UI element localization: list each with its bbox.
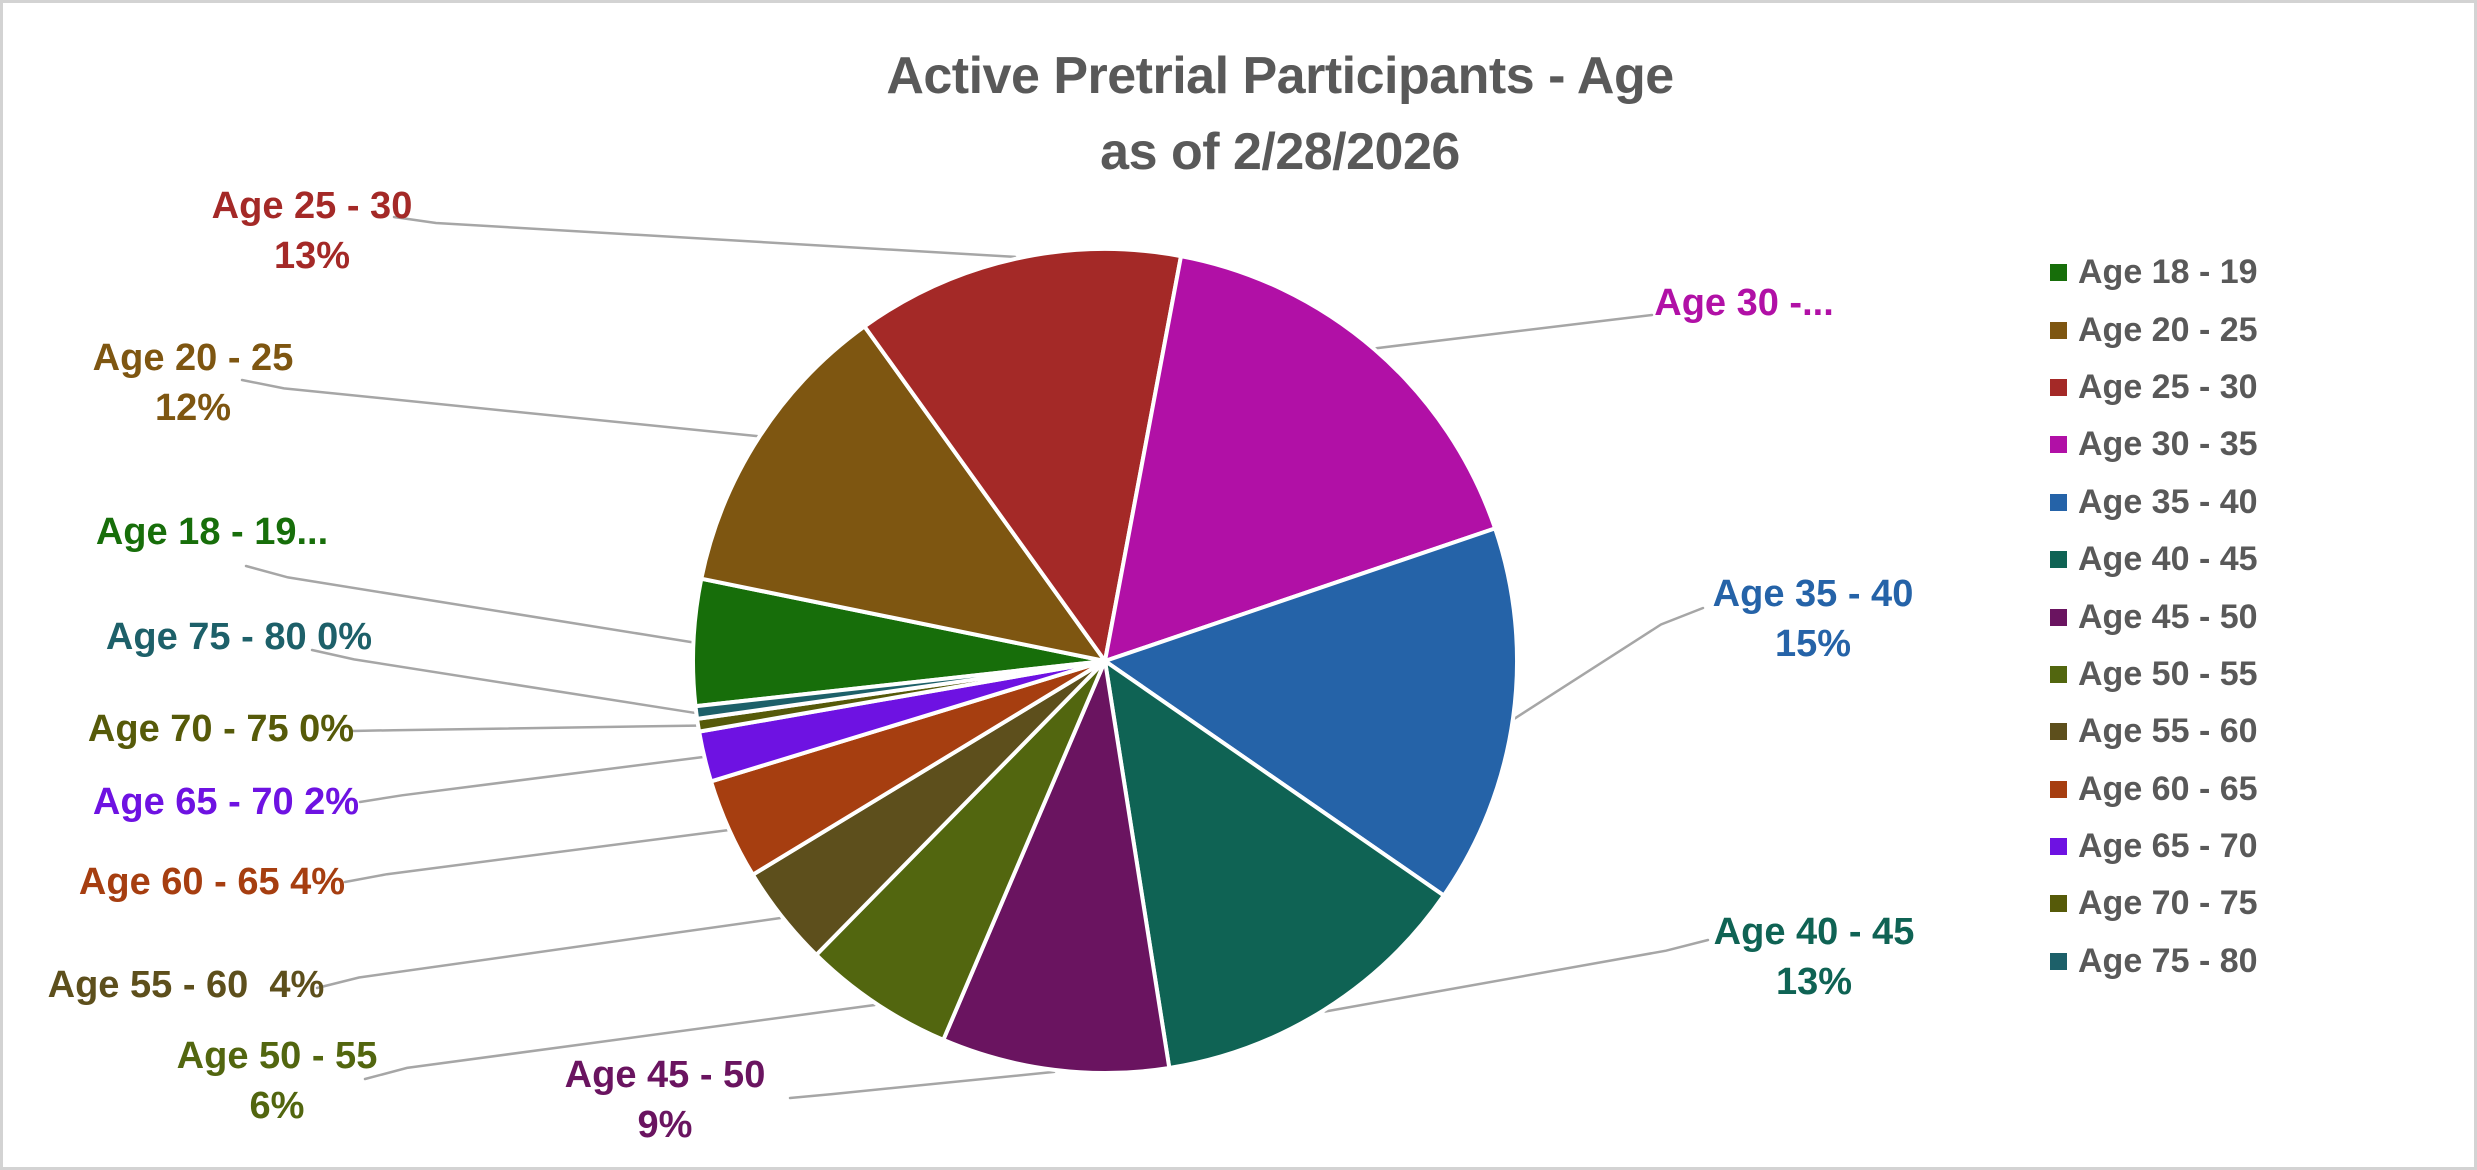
legend-swatch-icon bbox=[2050, 321, 2067, 339]
legend-label: Age 20 - 25 bbox=[2078, 310, 2258, 349]
legend-swatch-icon bbox=[2050, 665, 2067, 683]
leader-line-age-70-75 bbox=[350, 724, 698, 733]
callout-age-75-80[interactable]: Age 75 - 80 0% bbox=[106, 612, 372, 662]
legend-item-age-25-30[interactable]: Age 25 - 30 bbox=[2050, 359, 2258, 416]
legend-label: Age 55 - 60 bbox=[2078, 712, 2258, 751]
legend-item-age-70-75[interactable]: Age 70 - 75 bbox=[2050, 875, 2258, 932]
legend-label: Age 50 - 55 bbox=[2078, 654, 2258, 693]
callout-line: Age 60 - 65 4% bbox=[78, 861, 346, 903]
callout-line: Age 55 - 60 4% bbox=[47, 964, 325, 1006]
callout-line: Age 50 - 55 bbox=[176, 1035, 378, 1077]
callout-age-65-70[interactable]: Age 65 - 70 2% bbox=[93, 777, 359, 827]
callout-age-45-50[interactable]: Age 45 - 50 9% bbox=[565, 1050, 766, 1150]
callout-age-50-55[interactable]: Age 50 - 55 6% bbox=[177, 1031, 378, 1131]
callout-line: 13% bbox=[1775, 961, 1853, 1003]
leader-line-age-25-30 bbox=[392, 215, 1017, 259]
callout-line: Age 20 - 25 bbox=[92, 337, 294, 379]
callout-line: Age 25 - 30 bbox=[211, 185, 413, 227]
callout-age-35-40[interactable]: Age 35 - 40 15% bbox=[1713, 569, 1914, 669]
callout-line: Age 30 -... bbox=[1654, 282, 1834, 324]
chart-title-line2: as of 2/28/2026 bbox=[1100, 123, 1460, 181]
leader-line-age-45-50 bbox=[788, 1070, 1056, 1100]
callout-line: Age 40 - 45 bbox=[1713, 911, 1915, 953]
legend-swatch-icon bbox=[2050, 551, 2067, 569]
legend-item-age-35-40[interactable]: Age 35 - 40 bbox=[2050, 474, 2258, 531]
callout-line: Age 35 - 40 bbox=[1712, 573, 1914, 615]
callout-age-18-19[interactable]: Age 18 - 19... bbox=[96, 507, 328, 557]
callout-age-60-65[interactable]: Age 60 - 65 4% bbox=[79, 857, 345, 907]
legend-label: Age 30 - 35 bbox=[2078, 425, 2258, 464]
legend-swatch-icon bbox=[2050, 723, 2067, 741]
callout-age-30-35[interactable]: Age 30 -... bbox=[1654, 278, 1834, 328]
pie-slice-age-45-50[interactable] bbox=[940, 653, 1172, 1076]
callout-line: Age 70 - 75 0% bbox=[87, 708, 355, 750]
callout-age-40-45[interactable]: Age 40 - 45 13% bbox=[1714, 907, 1915, 1007]
legend-item-age-20-25[interactable]: Age 20 - 25 bbox=[2050, 301, 2258, 358]
legend-item-age-75-80[interactable]: Age 75 - 80 bbox=[2050, 933, 2258, 990]
legend-item-age-60-65[interactable]: Age 60 - 65 bbox=[2050, 761, 2258, 818]
callout-line: Age 18 - 19... bbox=[95, 511, 329, 553]
legend-item-age-18-19[interactable]: Age 18 - 19 bbox=[2050, 244, 2258, 301]
pie-slice-age-50-55[interactable] bbox=[813, 659, 1107, 1043]
pie-slice-age-20-25[interactable] bbox=[698, 323, 1110, 664]
legend-swatch-icon bbox=[2050, 780, 2067, 798]
legend-item-age-40-45[interactable]: Age 40 - 45 bbox=[2050, 531, 2258, 588]
legend-swatch-icon bbox=[2050, 608, 2067, 626]
pie-slice-age-40-45[interactable] bbox=[1102, 656, 1447, 1071]
legend-item-age-55-60[interactable]: Age 55 - 60 bbox=[2050, 703, 2258, 760]
pie-slice-age-35-40[interactable] bbox=[1100, 525, 1520, 899]
callout-line: 15% bbox=[1774, 623, 1852, 665]
pie-slice-age-75-80[interactable] bbox=[693, 659, 1106, 722]
legend-swatch-icon bbox=[2050, 895, 2067, 913]
legend-label: Age 70 - 75 bbox=[2078, 884, 2258, 923]
callout-age-25-30[interactable]: Age 25 - 30 13% bbox=[212, 181, 413, 281]
leader-line-age-55-60 bbox=[315, 916, 782, 990]
leader-line-age-40-45 bbox=[1324, 938, 1710, 1013]
callout-line: Age 45 - 50 bbox=[564, 1054, 766, 1096]
legend-item-age-45-50[interactable]: Age 45 - 50 bbox=[2050, 588, 2258, 645]
legend-label: Age 65 - 70 bbox=[2078, 827, 2258, 866]
callout-line: Age 75 - 80 0% bbox=[105, 616, 373, 658]
leader-line-age-75-80 bbox=[310, 648, 696, 715]
callout-age-55-60[interactable]: Age 55 - 60 4% bbox=[48, 960, 325, 1010]
chart-title: Active Pretrial Participants - Age as of… bbox=[886, 38, 1674, 190]
callout-line: 6% bbox=[249, 1085, 305, 1127]
chart-title-line1: Active Pretrial Participants - Age bbox=[886, 47, 1674, 105]
legend-label: Age 60 - 65 bbox=[2078, 769, 2258, 808]
legend-item-age-65-70[interactable]: Age 65 - 70 bbox=[2050, 818, 2258, 875]
legend-swatch-icon bbox=[2050, 436, 2067, 454]
leader-line-age-65-70 bbox=[358, 755, 704, 804]
callout-age-70-75[interactable]: Age 70 - 75 0% bbox=[88, 704, 354, 754]
legend-item-age-50-55[interactable]: Age 50 - 55 bbox=[2050, 646, 2258, 703]
leader-line-age-20-25 bbox=[240, 378, 759, 438]
pie-slice-age-25-30[interactable] bbox=[861, 247, 1184, 666]
callout-age-20-25[interactable]: Age 20 - 25 12% bbox=[93, 333, 294, 433]
legend-label: Age 75 - 80 bbox=[2078, 941, 2258, 980]
leader-line-age-18-19 bbox=[244, 564, 693, 644]
legend: Age 18 - 19 Age 20 - 25 Age 25 - 30 Age 30 … bbox=[2050, 244, 2258, 990]
leader-line-age-60-65 bbox=[343, 828, 729, 884]
leader-line-age-35-40 bbox=[1513, 606, 1705, 720]
legend-label: Age 18 - 19 bbox=[2078, 253, 2258, 292]
legend-item-age-30-35[interactable]: Age 30 - 35 bbox=[2050, 416, 2258, 473]
legend-swatch-icon bbox=[2050, 493, 2067, 511]
callout-line: 12% bbox=[154, 387, 232, 429]
callout-line: Age 65 - 70 2% bbox=[92, 781, 360, 823]
legend-swatch-icon bbox=[2050, 264, 2067, 282]
legend-swatch-icon bbox=[2050, 378, 2067, 396]
callout-line: 13% bbox=[273, 235, 351, 277]
legend-swatch-icon bbox=[2050, 952, 2067, 970]
legend-swatch-icon bbox=[2050, 838, 2067, 856]
callout-line: 9% bbox=[637, 1104, 693, 1146]
legend-label: Age 25 - 30 bbox=[2078, 367, 2258, 406]
leader-line-age-30-35 bbox=[1374, 313, 1654, 350]
leader-line-age-50-55 bbox=[363, 1003, 876, 1081]
legend-label: Age 35 - 40 bbox=[2078, 482, 2258, 521]
legend-label: Age 45 - 50 bbox=[2078, 597, 2258, 636]
legend-label: Age 40 - 45 bbox=[2078, 540, 2258, 579]
